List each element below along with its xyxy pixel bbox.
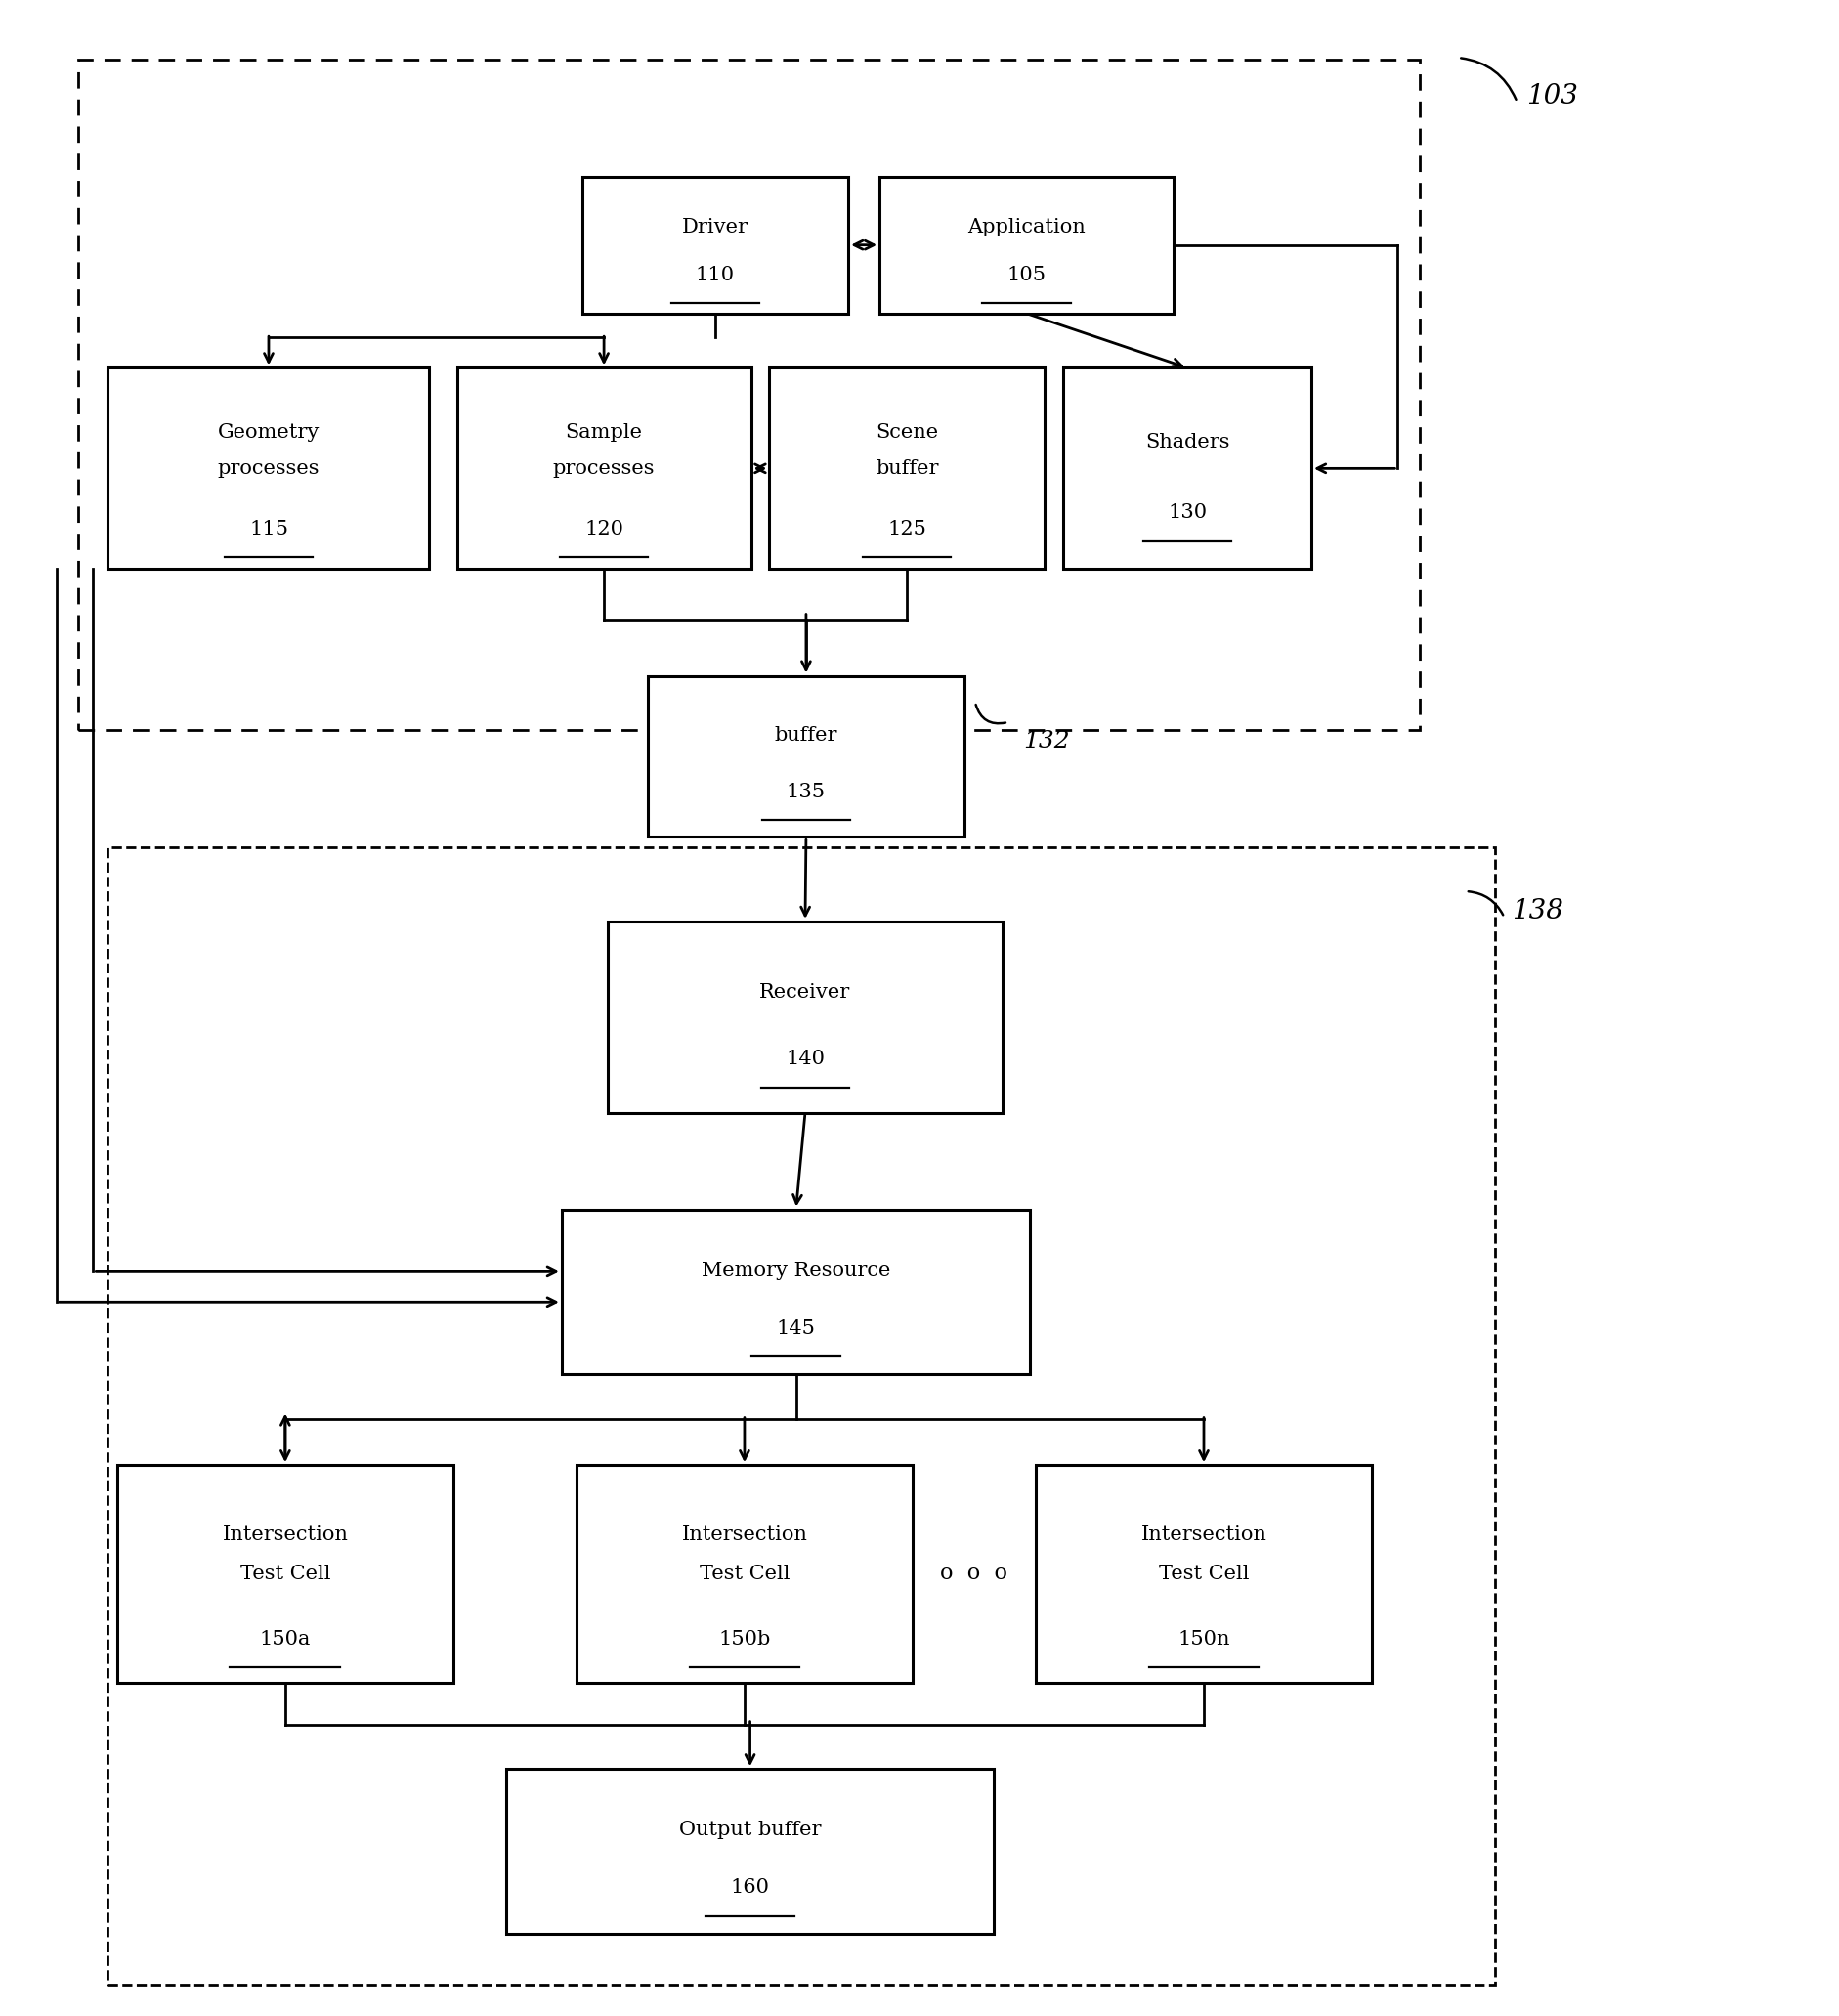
FancyBboxPatch shape xyxy=(607,921,1002,1113)
FancyBboxPatch shape xyxy=(769,367,1045,569)
Text: 150b: 150b xyxy=(719,1629,771,1649)
FancyArrowPatch shape xyxy=(265,337,272,363)
Text: 103: 103 xyxy=(1526,83,1578,109)
Text: Output buffer: Output buffer xyxy=(679,1820,820,1839)
FancyArrowPatch shape xyxy=(853,240,874,250)
Text: Intersection: Intersection xyxy=(1140,1526,1265,1544)
FancyArrowPatch shape xyxy=(59,1298,555,1306)
FancyArrowPatch shape xyxy=(600,337,609,363)
Text: Receiver: Receiver xyxy=(760,984,850,1002)
Text: Scene: Scene xyxy=(875,423,938,442)
Text: 150a: 150a xyxy=(259,1629,311,1649)
Text: Sample: Sample xyxy=(565,423,642,442)
Text: Intersection: Intersection xyxy=(223,1526,348,1544)
Text: Test Cell: Test Cell xyxy=(699,1564,789,1583)
Text: Geometry: Geometry xyxy=(217,423,320,442)
Text: 140: 140 xyxy=(785,1050,824,1068)
FancyBboxPatch shape xyxy=(581,177,848,312)
Text: Memory Resource: Memory Resource xyxy=(701,1262,890,1280)
FancyBboxPatch shape xyxy=(576,1466,912,1683)
FancyArrowPatch shape xyxy=(281,1417,289,1460)
Text: Test Cell: Test Cell xyxy=(239,1564,331,1583)
Text: buffer: buffer xyxy=(875,460,938,478)
FancyArrowPatch shape xyxy=(754,464,765,474)
FancyBboxPatch shape xyxy=(647,675,964,837)
FancyArrowPatch shape xyxy=(800,839,809,915)
FancyArrowPatch shape xyxy=(281,1417,289,1458)
FancyArrowPatch shape xyxy=(1317,464,1394,474)
FancyBboxPatch shape xyxy=(561,1210,1030,1375)
FancyArrowPatch shape xyxy=(1028,314,1181,367)
FancyBboxPatch shape xyxy=(456,367,750,569)
Text: 132: 132 xyxy=(1022,730,1068,752)
Text: Driver: Driver xyxy=(682,218,748,236)
Text: 145: 145 xyxy=(776,1318,815,1337)
Text: 105: 105 xyxy=(1006,266,1046,284)
Text: processes: processes xyxy=(217,460,320,478)
Text: 138: 138 xyxy=(1512,899,1563,925)
FancyArrowPatch shape xyxy=(739,1417,748,1460)
FancyBboxPatch shape xyxy=(879,177,1173,312)
Text: Shaders: Shaders xyxy=(1144,433,1228,452)
Text: o  o  o: o o o xyxy=(940,1562,1008,1585)
Text: 130: 130 xyxy=(1168,504,1206,522)
FancyBboxPatch shape xyxy=(109,367,428,569)
Text: 135: 135 xyxy=(785,782,826,800)
FancyBboxPatch shape xyxy=(1063,367,1311,569)
Text: 110: 110 xyxy=(695,266,734,284)
Text: buffer: buffer xyxy=(774,726,837,744)
Text: Application: Application xyxy=(967,218,1085,236)
FancyBboxPatch shape xyxy=(118,1466,452,1683)
FancyBboxPatch shape xyxy=(506,1768,993,1933)
Text: 125: 125 xyxy=(886,520,927,538)
Text: Test Cell: Test Cell xyxy=(1159,1564,1249,1583)
FancyArrowPatch shape xyxy=(793,1115,804,1204)
FancyArrowPatch shape xyxy=(96,1268,555,1276)
FancyBboxPatch shape xyxy=(1035,1466,1372,1683)
Text: 120: 120 xyxy=(585,520,623,538)
FancyArrowPatch shape xyxy=(745,1722,754,1764)
Text: 160: 160 xyxy=(730,1879,769,1897)
FancyArrowPatch shape xyxy=(802,615,809,669)
Text: 150n: 150n xyxy=(1177,1629,1228,1649)
FancyArrowPatch shape xyxy=(1199,1417,1208,1460)
Text: processes: processes xyxy=(554,460,655,478)
Text: Intersection: Intersection xyxy=(680,1526,807,1544)
Text: 115: 115 xyxy=(248,520,289,538)
